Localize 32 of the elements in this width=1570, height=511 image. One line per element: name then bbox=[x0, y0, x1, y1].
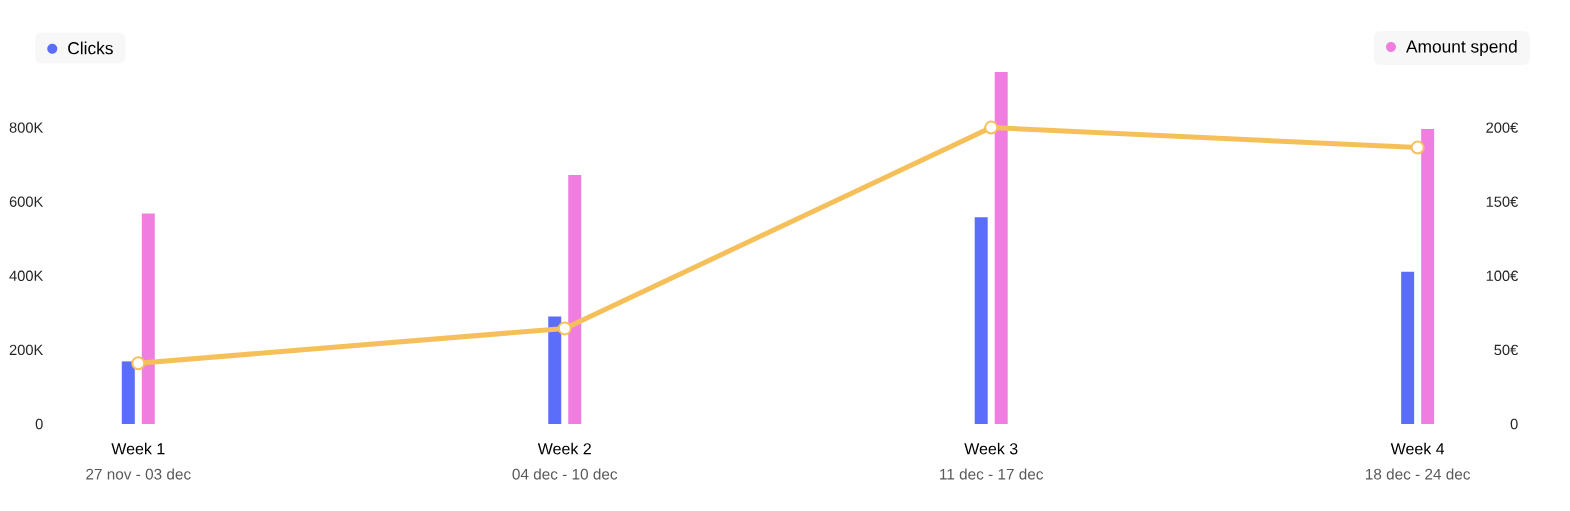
point bbox=[984, 120, 999, 135]
bar bbox=[994, 72, 1008, 424]
bar bbox=[1401, 271, 1415, 424]
point bbox=[131, 356, 146, 371]
legend-label: Amount spend bbox=[1406, 39, 1517, 57]
text: 18 dec - 24 dec bbox=[1365, 468, 1471, 480]
bar bbox=[1421, 129, 1435, 424]
point bbox=[557, 321, 572, 336]
point bbox=[1410, 140, 1425, 155]
x-tick-label: Week 3 bbox=[964, 442, 1018, 455]
x-tick-label: Week 2 bbox=[537, 442, 591, 455]
bar bbox=[974, 217, 988, 424]
y2-tick-label: 100€ bbox=[1486, 270, 1519, 281]
text: 04 dec - 10 dec bbox=[512, 468, 618, 480]
y-tick-label: 400K bbox=[9, 270, 44, 281]
bar bbox=[548, 316, 562, 424]
text: 27 nov - 03 dec bbox=[86, 468, 191, 480]
y2-tick-label: 150€ bbox=[1486, 196, 1519, 207]
y2-tick-label: 50€ bbox=[1494, 344, 1519, 356]
text: 11 dec - 17 dec bbox=[940, 468, 1044, 480]
bar bbox=[121, 361, 135, 424]
x-tick-label: Week 1 bbox=[111, 442, 165, 455]
x-tick-label: Week 4 bbox=[1390, 442, 1445, 455]
y-tick-label: 0 bbox=[35, 418, 43, 430]
y-tick-label: 800K bbox=[9, 122, 44, 133]
y-tick-label: 200K bbox=[9, 344, 44, 356]
y2-tick-label: 0 bbox=[1510, 418, 1518, 430]
legend-label: Clicks bbox=[68, 41, 113, 55]
bar bbox=[141, 213, 155, 424]
bar bbox=[568, 175, 582, 424]
y-tick-label: 600K bbox=[9, 196, 44, 207]
y2-tick-label: 200€ bbox=[1486, 122, 1519, 133]
